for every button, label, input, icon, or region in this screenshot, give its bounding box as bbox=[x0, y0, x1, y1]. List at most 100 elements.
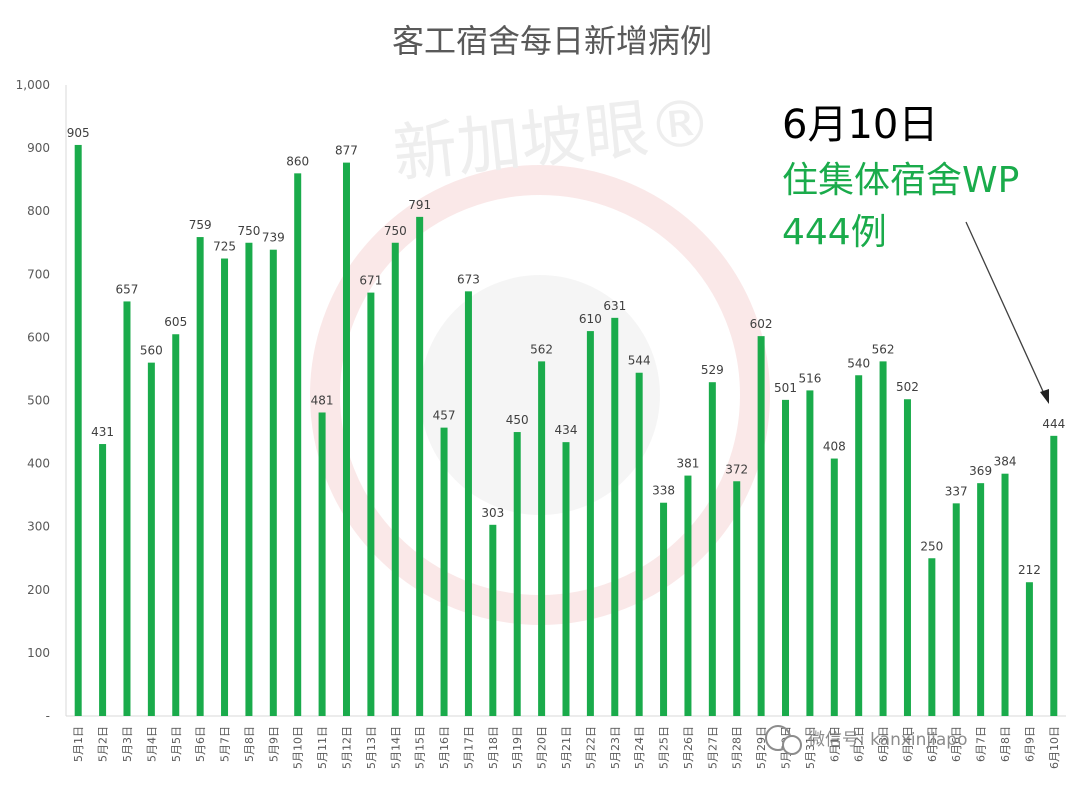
data-label: 673 bbox=[457, 272, 480, 286]
bar bbox=[1025, 582, 1033, 716]
annotation-group: 住集体宿舍WP bbox=[782, 160, 1019, 201]
data-label: 250 bbox=[920, 539, 943, 553]
bar bbox=[464, 291, 472, 716]
bar bbox=[513, 432, 521, 716]
data-label: 905 bbox=[67, 126, 90, 140]
x-tick-label: 5月4日 bbox=[145, 726, 158, 762]
bar bbox=[952, 503, 960, 716]
y-tick-label: 300 bbox=[27, 520, 50, 534]
data-label: 540 bbox=[847, 356, 870, 370]
y-tick-label: 400 bbox=[27, 457, 50, 471]
y-tick-label: 900 bbox=[27, 141, 50, 155]
annotation-date: 6月10日 bbox=[782, 102, 938, 148]
y-tick-label: 100 bbox=[27, 646, 50, 660]
x-tick-label: 5月1日 bbox=[72, 726, 85, 762]
annotation-arrowhead bbox=[1040, 389, 1049, 404]
chart-title: 客工宿舍每日新增病例 bbox=[392, 22, 712, 60]
x-tick-label: 6月8日 bbox=[999, 726, 1012, 762]
data-label: 610 bbox=[579, 312, 602, 326]
data-label: 337 bbox=[945, 484, 968, 498]
bar bbox=[391, 242, 399, 716]
bar bbox=[903, 399, 911, 716]
bar bbox=[660, 502, 668, 716]
x-tick-label: 6月2日 bbox=[853, 726, 866, 762]
x-tick-label: 6月5日 bbox=[926, 726, 939, 762]
x-tick-label: 5月23日 bbox=[609, 726, 622, 769]
bar bbox=[440, 427, 448, 716]
x-tick-label: 5月24日 bbox=[633, 726, 646, 769]
data-label: 481 bbox=[311, 393, 334, 407]
wechat-id-text: 微信号: kanxinjiapo bbox=[808, 730, 967, 750]
data-label: 562 bbox=[872, 342, 895, 356]
x-tick-label: 5月25日 bbox=[658, 726, 671, 769]
data-label: 877 bbox=[335, 144, 358, 158]
y-tick-label: 1,000 bbox=[16, 78, 50, 92]
x-tick-label: 5月5日 bbox=[170, 726, 183, 762]
x-tick-label: 5月26日 bbox=[682, 726, 695, 769]
x-tick-label: 6月1日 bbox=[828, 726, 841, 762]
data-label: 602 bbox=[750, 317, 773, 331]
data-label: 372 bbox=[725, 462, 748, 476]
annotation-count: 444例 bbox=[782, 212, 887, 253]
x-tick-label: 6月6日 bbox=[950, 726, 963, 762]
data-label: 605 bbox=[164, 315, 187, 329]
bar bbox=[977, 483, 985, 716]
bar bbox=[879, 361, 887, 716]
data-label: 739 bbox=[262, 231, 285, 245]
data-label: 516 bbox=[798, 371, 821, 385]
bar bbox=[489, 524, 497, 716]
x-tick-label: 5月20日 bbox=[536, 726, 549, 769]
y-tick-label: - bbox=[46, 709, 50, 723]
data-label: 560 bbox=[140, 344, 163, 358]
data-label: 529 bbox=[701, 363, 724, 377]
data-label: 431 bbox=[91, 425, 114, 439]
x-tick-label: 5月3日 bbox=[121, 726, 134, 762]
data-label: 544 bbox=[628, 354, 651, 368]
bar-series bbox=[74, 144, 1058, 717]
data-label: 725 bbox=[213, 240, 236, 254]
data-label: 750 bbox=[237, 224, 260, 238]
x-tick-label: 5月17日 bbox=[462, 726, 475, 769]
data-label: 562 bbox=[530, 342, 553, 356]
bar bbox=[1001, 473, 1009, 716]
bar bbox=[806, 390, 814, 716]
data-label: 450 bbox=[506, 413, 529, 427]
bar bbox=[855, 375, 863, 716]
data-label: 501 bbox=[774, 381, 797, 395]
annotation-arrow bbox=[965, 221, 1047, 399]
data-label: 303 bbox=[481, 506, 504, 520]
bar bbox=[294, 173, 302, 717]
bar bbox=[1050, 435, 1058, 716]
bar bbox=[123, 301, 131, 716]
bar bbox=[562, 442, 570, 716]
data-label: 631 bbox=[603, 299, 626, 313]
x-tick-label: 5月29日 bbox=[755, 726, 768, 769]
x-tick-label: 5月27日 bbox=[706, 726, 719, 769]
y-tick-label: 800 bbox=[27, 204, 50, 218]
data-label: 791 bbox=[408, 198, 431, 212]
x-tick-label: 5月13日 bbox=[365, 726, 378, 769]
data-label: 369 bbox=[969, 464, 992, 478]
data-label: 444 bbox=[1042, 417, 1065, 431]
bar bbox=[635, 372, 643, 716]
bar bbox=[757, 336, 765, 716]
x-tick-label: 5月12日 bbox=[340, 726, 353, 769]
x-tick-label: 5月15日 bbox=[414, 726, 427, 769]
bar bbox=[221, 258, 229, 716]
data-label: 212 bbox=[1018, 563, 1041, 577]
x-tick-label: 5月19日 bbox=[511, 726, 524, 769]
y-tick-label: 500 bbox=[27, 394, 50, 408]
bar bbox=[416, 216, 424, 716]
bar bbox=[172, 334, 180, 716]
bar bbox=[830, 458, 838, 716]
bar bbox=[684, 475, 692, 716]
x-tick-label: 5月2日 bbox=[97, 726, 110, 762]
bar bbox=[147, 362, 155, 716]
data-label: 502 bbox=[896, 380, 919, 394]
x-tick-label: 6月3日 bbox=[877, 726, 890, 762]
x-tick-label: 5月7日 bbox=[219, 726, 232, 762]
x-tick-label: 5月11日 bbox=[316, 726, 329, 769]
data-label: 338 bbox=[652, 484, 675, 498]
